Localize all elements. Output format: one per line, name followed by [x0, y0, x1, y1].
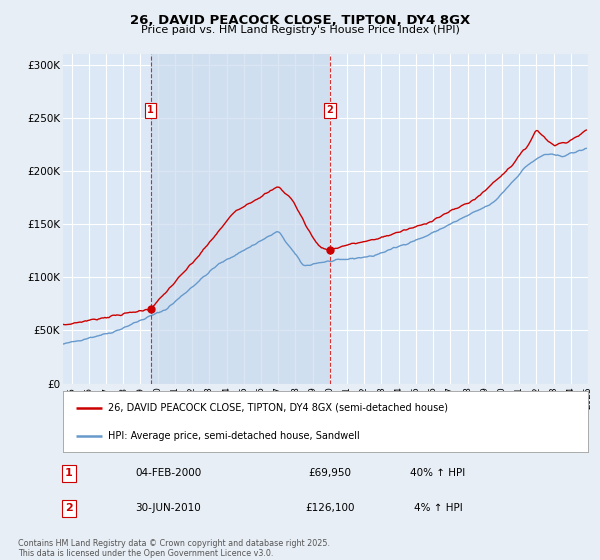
Text: 1: 1 — [147, 105, 154, 115]
Text: 4% ↑ HPI: 4% ↑ HPI — [413, 503, 463, 514]
Text: 26, DAVID PEACOCK CLOSE, TIPTON, DY4 8GX: 26, DAVID PEACOCK CLOSE, TIPTON, DY4 8GX — [130, 14, 470, 27]
Text: 40% ↑ HPI: 40% ↑ HPI — [410, 468, 466, 478]
Text: 04-FEB-2000: 04-FEB-2000 — [135, 468, 201, 478]
Text: 2: 2 — [326, 105, 333, 115]
Text: 26, DAVID PEACOCK CLOSE, TIPTON, DY4 8GX (semi-detached house): 26, DAVID PEACOCK CLOSE, TIPTON, DY4 8GX… — [107, 403, 448, 413]
Text: Price paid vs. HM Land Registry's House Price Index (HPI): Price paid vs. HM Land Registry's House … — [140, 25, 460, 35]
Text: £126,100: £126,100 — [305, 503, 355, 514]
Text: Contains HM Land Registry data © Crown copyright and database right 2025.
This d: Contains HM Land Registry data © Crown c… — [18, 539, 330, 558]
Text: 2: 2 — [65, 503, 73, 514]
Text: 1: 1 — [65, 468, 73, 478]
Text: HPI: Average price, semi-detached house, Sandwell: HPI: Average price, semi-detached house,… — [107, 431, 359, 441]
Text: 30-JUN-2010: 30-JUN-2010 — [135, 503, 201, 514]
Bar — [151, 54, 330, 384]
Text: £69,950: £69,950 — [308, 468, 352, 478]
